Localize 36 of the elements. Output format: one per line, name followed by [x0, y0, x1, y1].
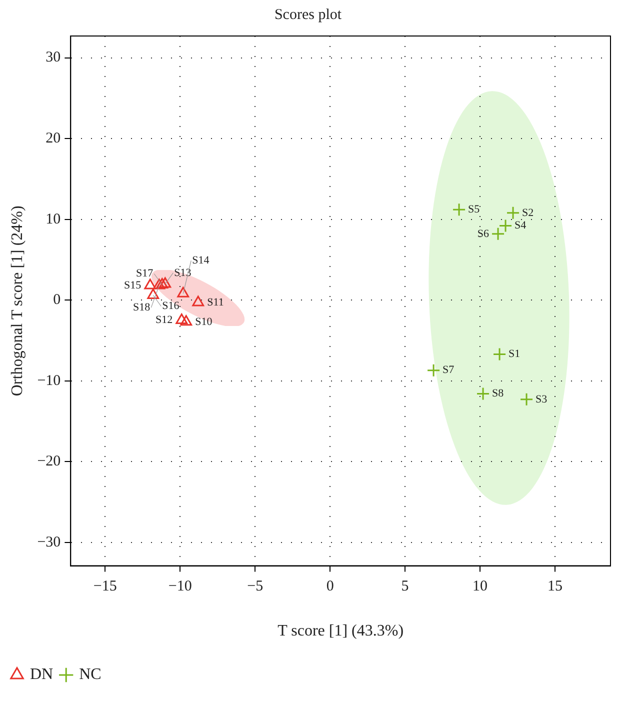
- x-tick-label: 5: [401, 578, 409, 595]
- annotation: S8: [492, 388, 504, 400]
- legend-label: DN: [30, 666, 54, 684]
- y-tick-label: 20: [46, 130, 61, 147]
- annotation: S4: [514, 220, 527, 232]
- annotation: S2: [522, 206, 534, 219]
- annotation: S17: [136, 268, 154, 280]
- y-tick-label: −10: [37, 372, 61, 389]
- y-tick-label: −20: [37, 454, 61, 470]
- annotation: S15: [124, 279, 142, 292]
- y-tick-label: 30: [46, 50, 61, 66]
- x-tick-label: −10: [168, 578, 192, 595]
- annotation: S1: [508, 348, 520, 360]
- annotation: S18: [133, 301, 151, 314]
- y-tick-label: 10: [46, 211, 61, 228]
- x-tick-label: −15: [93, 578, 117, 595]
- annotation: S16: [162, 300, 180, 312]
- x-axis-title: T score [1] (43.3%): [278, 622, 404, 640]
- annotation: S11: [207, 296, 224, 308]
- annotation: S3: [536, 393, 548, 406]
- y-tick-label: 0: [53, 292, 61, 308]
- x-tick-label: 10: [472, 578, 488, 595]
- x-tick-label: −5: [247, 578, 264, 595]
- annotation: S10: [195, 316, 213, 328]
- annotation: S14: [192, 254, 210, 267]
- legend-label: NC: [79, 666, 102, 684]
- annotation: S6: [477, 228, 490, 240]
- annotation: S13: [174, 266, 192, 279]
- annotation: S7: [442, 364, 455, 376]
- x-tick-label: 0: [326, 578, 334, 595]
- y-axis-title: Orthogonal T score [1] (24%): [8, 206, 26, 396]
- y-tick-label: −30: [37, 534, 61, 550]
- chart-title: Scores plot: [274, 6, 342, 23]
- annotation: S5: [468, 204, 480, 216]
- annotation: S12: [156, 314, 173, 326]
- x-tick-label: 15: [548, 578, 563, 595]
